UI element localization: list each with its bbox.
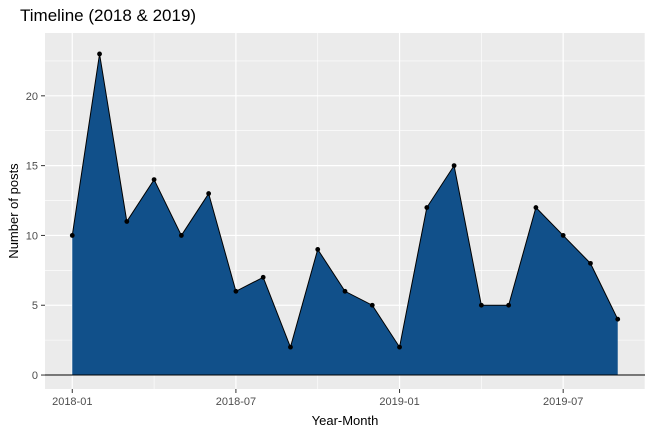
data-point — [69, 233, 75, 238]
x-axis-title: Year-Month — [312, 413, 379, 428]
data-point — [233, 288, 239, 294]
data-point — [151, 177, 157, 182]
data-point — [560, 233, 566, 238]
data-point — [206, 191, 212, 196]
x-tick-label: 2019-01 — [379, 396, 419, 408]
data-point — [397, 344, 402, 350]
data-point — [369, 302, 375, 308]
x-tick-label: 2018-01 — [52, 396, 92, 408]
data-point — [342, 288, 348, 294]
y-tick-label: 20 — [26, 91, 38, 103]
area-fill — [72, 53, 618, 376]
data-point — [506, 302, 512, 308]
data-point — [424, 205, 430, 210]
data-point — [124, 219, 130, 224]
x-tick-label: 2019-07 — [543, 396, 583, 408]
data-point — [451, 163, 457, 169]
y-tick-label: 10 — [26, 230, 38, 242]
y-tick-label: 15 — [26, 161, 38, 173]
y-tick-label: 5 — [32, 300, 38, 312]
data-point — [178, 233, 184, 238]
data-points — [69, 51, 621, 350]
data-point — [315, 246, 321, 252]
chart-title: Timeline (2018 & 2019) — [20, 6, 197, 25]
x-axis-ticks: 2018-01 2018-07 2019-01 2019-07 — [52, 389, 583, 408]
y-tick-label: 0 — [32, 370, 38, 382]
data-point — [533, 205, 539, 210]
data-point — [97, 51, 102, 57]
data-point — [478, 302, 484, 308]
data-point — [588, 260, 593, 266]
y-axis-ticks: 0 5 10 15 20 — [26, 91, 45, 382]
data-point — [288, 344, 293, 350]
data-point — [615, 316, 621, 322]
data-point — [260, 274, 266, 280]
x-tick-label: 2018-07 — [216, 396, 256, 408]
y-axis-title: Number of posts — [6, 163, 21, 259]
